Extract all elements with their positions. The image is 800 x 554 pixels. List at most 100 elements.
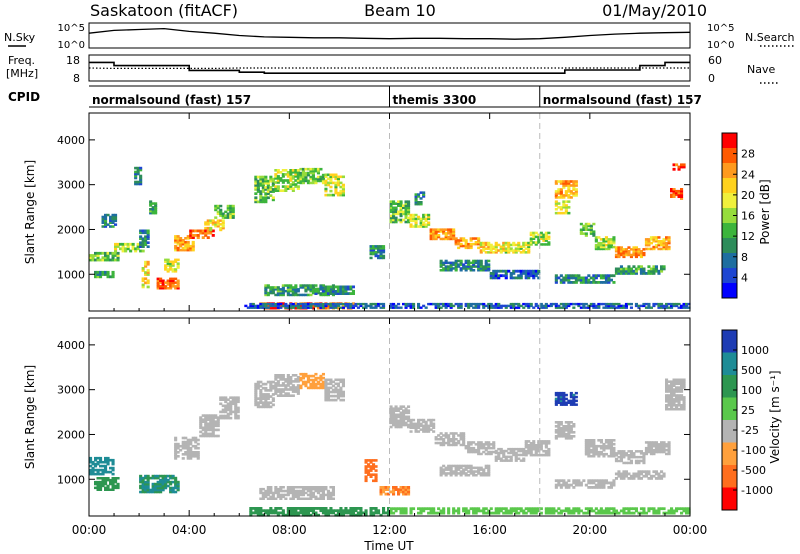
data-cell: [219, 226, 223, 230]
data-cell: [174, 451, 178, 454]
data-cell: [414, 422, 418, 426]
data-cell: [447, 436, 451, 439]
data-cell: [374, 304, 378, 308]
data-cell: [399, 405, 403, 408]
data-cell: [281, 513, 285, 517]
data-cell: [657, 302, 661, 306]
data-cell: [281, 291, 285, 295]
data-cell: [306, 376, 310, 380]
data-cell: [204, 229, 208, 233]
data-cell: [492, 443, 496, 446]
data-cell: [156, 279, 160, 282]
data-cell: [497, 276, 501, 280]
data-cell: [519, 272, 523, 275]
data-cell: [562, 206, 566, 209]
data-cell: [226, 404, 230, 408]
data-cell: [477, 267, 481, 270]
data-cell: [321, 384, 325, 388]
data-cell: [624, 507, 628, 511]
data-cell: [427, 507, 431, 511]
data-cell: [319, 287, 323, 291]
data-cell: [607, 274, 611, 278]
data-cell: [532, 231, 536, 235]
data-cell: [667, 302, 671, 306]
data-cell: [554, 391, 558, 395]
data-cell: [134, 172, 138, 176]
data-cell: [319, 489, 323, 493]
data-cell: [269, 497, 273, 500]
data-cell: [582, 302, 586, 306]
colorbar-swatch: [722, 375, 737, 398]
data-cell: [574, 395, 578, 399]
data-cell: [424, 426, 428, 429]
data-cell: [379, 250, 383, 254]
data-cell: [444, 235, 448, 239]
data-cell: [432, 430, 436, 433]
data-cell: [622, 472, 626, 476]
data-cell: [339, 511, 343, 515]
data-cell: [437, 230, 441, 233]
data-cell: [602, 481, 606, 485]
data-cell: [567, 486, 571, 489]
data-cell: [439, 466, 443, 470]
data-cell: [472, 474, 476, 477]
data-cell: [276, 289, 280, 293]
data-cell: [231, 398, 235, 401]
data-cell: [652, 267, 656, 271]
data-cell: [407, 218, 411, 222]
data-cell: [532, 272, 536, 275]
data-cell: [171, 488, 175, 492]
data-cell: [389, 210, 393, 214]
data-cell: [271, 289, 275, 293]
data-cell: [274, 507, 278, 510]
data-cell: [109, 478, 113, 482]
data-cell: [477, 246, 481, 250]
data-cell: [437, 228, 441, 231]
data-cell: [201, 414, 205, 417]
data-cell: [509, 507, 513, 511]
data-cell: [617, 302, 621, 306]
data-cell: [537, 233, 541, 237]
data-cell: [331, 493, 335, 497]
data-cell: [414, 430, 418, 433]
data-cell: [582, 281, 586, 284]
data-cell: [254, 192, 258, 195]
data-cell: [472, 269, 476, 272]
data-cell: [569, 399, 573, 403]
data-cell: [472, 511, 476, 515]
data-cell: [407, 200, 411, 203]
data-cell: [274, 175, 278, 178]
data-cell: [382, 256, 386, 260]
data-cell: [609, 448, 613, 452]
data-cell: [537, 507, 541, 511]
data-cell: [261, 491, 265, 495]
data-cell: [249, 513, 253, 517]
data-cell: [181, 436, 185, 440]
data-cell: [276, 487, 280, 491]
data-cell: [394, 415, 398, 419]
data-cell: [296, 288, 300, 291]
data-cell: [189, 440, 193, 444]
data-cell: [336, 183, 340, 187]
data-cell: [579, 483, 583, 487]
data-cell: [211, 432, 215, 436]
data-cell: [324, 306, 328, 310]
data-cell: [254, 395, 258, 398]
data-cell: [607, 245, 611, 249]
data-cell: [469, 239, 473, 242]
data-cell: [139, 474, 143, 478]
data-cell: [494, 243, 498, 247]
data-cell: [392, 208, 396, 212]
data-cell: [304, 382, 308, 386]
data-cell: [204, 231, 208, 235]
data-cell: [276, 374, 280, 377]
data-cell: [402, 206, 406, 210]
data-cell: [304, 374, 308, 378]
data-cell: [414, 424, 418, 428]
data-cell: [296, 507, 300, 510]
data-cell: [369, 249, 373, 252]
data-cell: [569, 391, 573, 395]
data-cell: [329, 507, 333, 510]
data-cell: [351, 513, 355, 517]
data-cell: [314, 376, 318, 380]
